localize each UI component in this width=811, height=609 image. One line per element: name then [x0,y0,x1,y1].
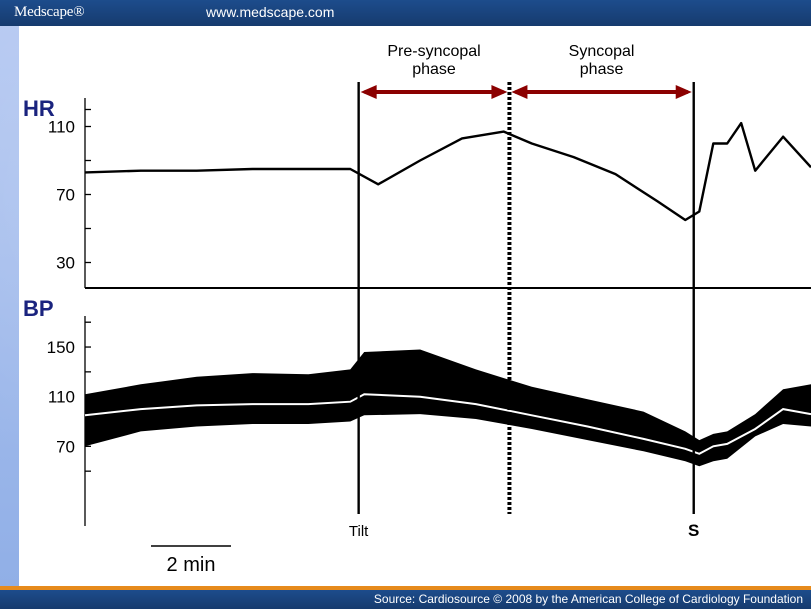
scale-bar-label: 2 min [167,554,216,576]
bp-y-tick-label: 70 [56,437,75,456]
phase-arrow-head-left [511,85,528,99]
bp-panel-label: BP [23,296,54,321]
figure-panel: HR BP 110 70 30 150 110 70 Pre-syncopal phase S… [19,26,811,586]
bp-mean-trace [84,393,811,455]
bp-y-tick-label: 150 [47,338,75,357]
bp-pressure-band [85,349,811,467]
site-header: Medscape® www.medscape.com [0,0,811,26]
hr-y-tick-label: 70 [56,186,75,205]
phase-arrow-head-right [675,85,692,99]
markers-group: Tilt S [349,82,699,540]
phase-label: phase [580,61,624,78]
event-marker-label: Tilt [349,523,369,540]
medscape-logo[interactable]: Medscape® [14,4,85,20]
hr-panel-label: HR [23,96,55,121]
phase-arrow-head-left [360,85,377,99]
traces-group [84,121,811,467]
phase-label: Pre-syncopal [387,43,480,60]
phase-label: phase [412,61,456,78]
phase-arrow-head-right [491,85,508,99]
axes-group: 110 70 30 150 110 70 [47,98,811,526]
site-url[interactable]: www.medscape.com [206,4,335,20]
bp-y-tick-label: 110 [48,388,75,407]
phase-label: Syncopal [569,43,635,60]
hr-y-tick-label: 110 [48,118,75,137]
source-credit: Source: Cardiosource © 2008 by the Ameri… [373,592,803,606]
hr-trace [84,121,811,222]
footer-accent-line [0,586,811,590]
event-marker-label: S [688,521,699,540]
hr-y-tick-label: 30 [56,254,75,273]
site-footer: Source: Cardiosource © 2008 by the Ameri… [0,590,811,609]
